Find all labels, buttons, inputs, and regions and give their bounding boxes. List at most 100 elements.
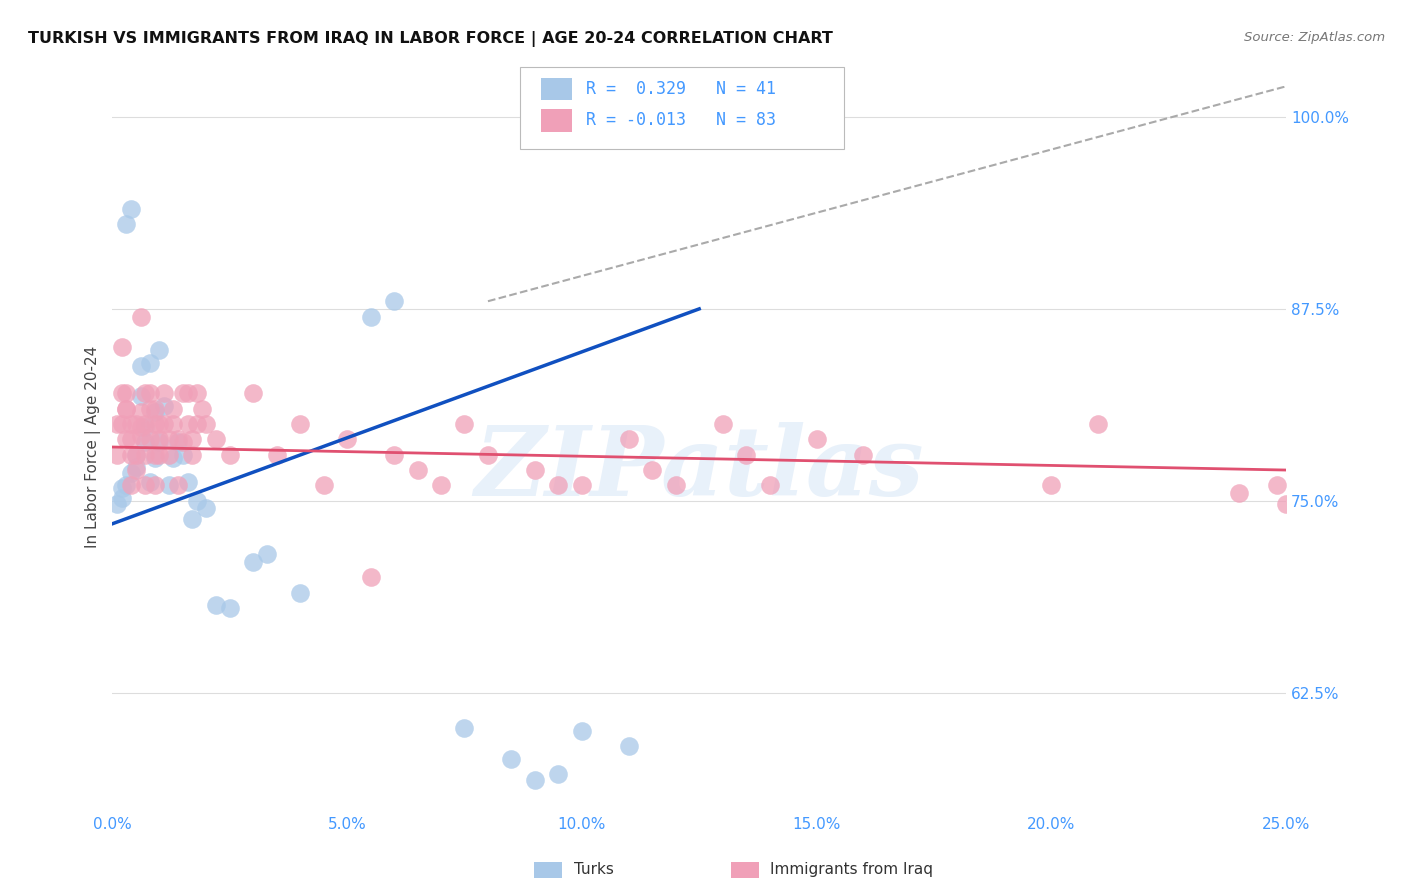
Point <box>148 435 170 450</box>
Point <box>111 417 134 431</box>
Point <box>406 463 429 477</box>
Point <box>1040 478 1063 492</box>
Point <box>360 570 382 584</box>
Point <box>195 501 218 516</box>
Point <box>162 401 184 416</box>
Point <box>176 475 198 490</box>
Point <box>105 448 128 462</box>
Point <box>218 601 240 615</box>
Point <box>105 417 128 431</box>
Point <box>143 401 166 416</box>
Point <box>1265 478 1288 492</box>
Point <box>153 399 176 413</box>
Point <box>186 386 208 401</box>
Point <box>129 429 152 443</box>
Point <box>195 417 218 431</box>
Point <box>129 420 152 434</box>
Point <box>115 218 138 232</box>
Point <box>477 448 499 462</box>
Point <box>711 417 734 431</box>
Point <box>139 386 162 401</box>
Point <box>143 405 166 419</box>
Point <box>111 482 134 496</box>
Point <box>547 478 569 492</box>
Point <box>172 435 194 450</box>
Text: Immigrants from Iraq: Immigrants from Iraq <box>770 863 934 877</box>
Point <box>157 433 180 447</box>
Point <box>148 417 170 431</box>
Point <box>120 466 142 480</box>
Point <box>523 463 546 477</box>
Point <box>242 555 264 569</box>
Point <box>115 433 138 447</box>
Point <box>186 493 208 508</box>
Point <box>120 478 142 492</box>
Point <box>157 478 180 492</box>
Point <box>115 401 138 416</box>
Point <box>111 340 134 354</box>
Point <box>105 497 128 511</box>
Point <box>148 448 170 462</box>
Point <box>288 417 311 431</box>
Text: Source: ZipAtlas.com: Source: ZipAtlas.com <box>1244 31 1385 45</box>
Point <box>129 389 152 403</box>
Point <box>617 433 640 447</box>
Point <box>134 478 156 492</box>
Point <box>153 417 176 431</box>
Point <box>852 448 875 462</box>
Point <box>111 491 134 505</box>
Point <box>148 433 170 447</box>
Point <box>1087 417 1109 431</box>
Point <box>176 417 198 431</box>
Point <box>125 448 148 462</box>
Point <box>172 386 194 401</box>
Point <box>111 386 134 401</box>
Point <box>125 460 148 475</box>
Point <box>143 450 166 465</box>
Text: R =  0.329   N = 41: R = 0.329 N = 41 <box>586 80 776 98</box>
Point <box>125 448 148 462</box>
Point <box>125 463 148 477</box>
Point <box>143 478 166 492</box>
Point <box>134 386 156 401</box>
Point <box>129 310 152 324</box>
Point <box>204 598 226 612</box>
Point <box>312 478 335 492</box>
Point <box>758 478 780 492</box>
Point <box>120 448 142 462</box>
Point <box>665 478 688 492</box>
Point <box>125 417 148 431</box>
Point <box>382 448 405 462</box>
Point <box>162 450 184 465</box>
Point <box>157 448 180 462</box>
Point <box>181 448 204 462</box>
Point <box>139 475 162 490</box>
Text: R = -0.013   N = 83: R = -0.013 N = 83 <box>586 112 776 129</box>
Point <box>120 202 142 216</box>
Point <box>143 417 166 431</box>
Point <box>134 420 156 434</box>
Point <box>129 359 152 373</box>
Point <box>167 478 190 492</box>
Point <box>139 433 162 447</box>
Point <box>1275 497 1298 511</box>
Y-axis label: In Labor Force | Age 20-24: In Labor Force | Age 20-24 <box>86 346 101 549</box>
Point <box>204 433 226 447</box>
Point <box>139 356 162 370</box>
Point <box>218 448 240 462</box>
Point <box>134 435 156 450</box>
Point <box>134 417 156 431</box>
Point <box>256 548 278 562</box>
Point <box>120 417 142 431</box>
Point <box>735 448 758 462</box>
Point <box>120 433 142 447</box>
Point <box>382 294 405 309</box>
Point <box>181 433 204 447</box>
Point <box>115 386 138 401</box>
Point <box>360 310 382 324</box>
Point <box>1227 486 1250 500</box>
Point <box>547 767 569 781</box>
Point <box>176 386 198 401</box>
Text: TURKISH VS IMMIGRANTS FROM IRAQ IN LABOR FORCE | AGE 20-24 CORRELATION CHART: TURKISH VS IMMIGRANTS FROM IRAQ IN LABOR… <box>28 31 832 47</box>
Point <box>571 478 593 492</box>
